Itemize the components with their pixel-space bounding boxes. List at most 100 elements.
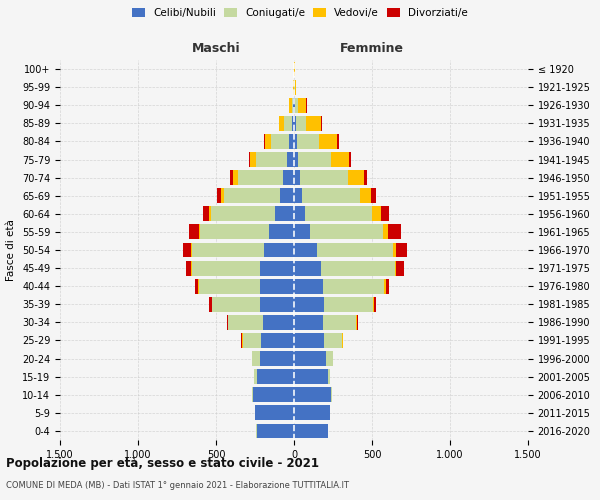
Bar xyxy=(371,188,376,203)
Bar xyxy=(395,260,397,276)
Bar xyxy=(296,116,306,131)
Bar xyxy=(388,224,401,240)
Bar xyxy=(310,224,383,240)
Bar xyxy=(294,134,297,149)
Bar xyxy=(374,297,376,312)
Bar xyxy=(289,134,294,149)
Bar xyxy=(293,98,294,112)
Bar xyxy=(200,224,269,240)
Bar xyxy=(397,260,404,276)
Bar xyxy=(261,333,294,348)
Bar xyxy=(289,98,292,112)
Bar xyxy=(326,351,333,366)
Bar xyxy=(217,188,221,203)
Bar xyxy=(302,188,359,203)
Bar xyxy=(252,351,260,366)
Bar xyxy=(203,206,209,221)
Bar xyxy=(191,242,192,258)
Bar xyxy=(187,260,191,276)
Bar xyxy=(323,315,356,330)
Bar xyxy=(209,206,211,221)
Bar xyxy=(294,188,302,203)
Bar xyxy=(295,80,296,94)
Bar xyxy=(294,116,296,131)
Bar xyxy=(357,315,358,330)
Bar xyxy=(252,388,253,402)
Bar xyxy=(199,279,260,293)
Bar xyxy=(250,152,256,167)
Bar xyxy=(292,98,293,112)
Bar xyxy=(242,333,261,348)
Bar xyxy=(294,242,317,258)
Bar xyxy=(199,224,200,240)
Bar xyxy=(294,388,331,402)
Legend: Celibi/Nubili, Coniugati/e, Vedovi/e, Divorziati/e: Celibi/Nubili, Coniugati/e, Vedovi/e, Di… xyxy=(129,5,471,21)
Bar xyxy=(263,242,294,258)
Bar xyxy=(386,279,389,293)
Bar xyxy=(212,297,260,312)
Bar xyxy=(284,116,292,131)
Bar xyxy=(255,406,294,420)
Bar xyxy=(292,116,294,131)
Bar xyxy=(192,242,263,258)
Bar xyxy=(191,260,192,276)
Bar xyxy=(295,98,298,112)
Bar xyxy=(271,134,289,149)
Bar xyxy=(323,279,385,293)
Bar xyxy=(347,170,364,185)
Bar xyxy=(325,333,343,348)
Bar xyxy=(238,170,283,185)
Bar xyxy=(294,98,295,112)
Bar xyxy=(306,116,322,131)
Bar xyxy=(224,188,280,203)
Bar xyxy=(253,388,294,402)
Bar xyxy=(372,206,380,221)
Bar xyxy=(249,152,250,167)
Bar xyxy=(349,152,351,167)
Bar xyxy=(190,224,199,240)
Bar xyxy=(209,297,212,312)
Bar xyxy=(260,260,294,276)
Bar xyxy=(294,260,322,276)
Bar xyxy=(337,134,338,149)
Bar xyxy=(241,333,242,348)
Bar xyxy=(300,170,347,185)
Bar xyxy=(331,152,349,167)
Bar xyxy=(322,260,395,276)
Text: Femmine: Femmine xyxy=(340,42,404,54)
Bar xyxy=(263,315,294,330)
Bar xyxy=(317,242,393,258)
Bar xyxy=(221,188,224,203)
Bar xyxy=(192,260,260,276)
Bar xyxy=(283,170,294,185)
Bar xyxy=(319,134,337,149)
Bar xyxy=(260,297,294,312)
Bar xyxy=(359,188,371,203)
Bar xyxy=(294,315,323,330)
Bar xyxy=(294,224,310,240)
Bar xyxy=(280,188,294,203)
Text: COMUNE DI MEDA (MB) - Dati ISTAT 1° gennaio 2021 - Elaborazione TUTTITALIA.IT: COMUNE DI MEDA (MB) - Dati ISTAT 1° genn… xyxy=(6,481,349,490)
Bar xyxy=(393,242,396,258)
Y-axis label: Anni di nascita: Anni di nascita xyxy=(597,212,600,288)
Bar xyxy=(257,369,294,384)
Bar xyxy=(233,170,238,185)
Bar xyxy=(385,279,386,293)
Bar xyxy=(257,424,294,438)
Bar xyxy=(294,279,323,293)
Bar xyxy=(305,206,372,221)
Bar xyxy=(294,170,300,185)
Bar xyxy=(294,351,326,366)
Bar xyxy=(373,297,374,312)
Bar xyxy=(287,152,294,167)
Bar xyxy=(328,369,330,384)
Bar xyxy=(364,170,367,185)
Bar xyxy=(254,369,257,384)
Bar xyxy=(229,315,263,330)
Bar xyxy=(260,279,294,293)
Bar xyxy=(294,333,325,348)
Bar xyxy=(294,152,298,167)
Bar xyxy=(380,206,389,221)
Text: Popolazione per età, sesso e stato civile - 2021: Popolazione per età, sesso e stato civil… xyxy=(6,458,319,470)
Bar xyxy=(183,242,191,258)
